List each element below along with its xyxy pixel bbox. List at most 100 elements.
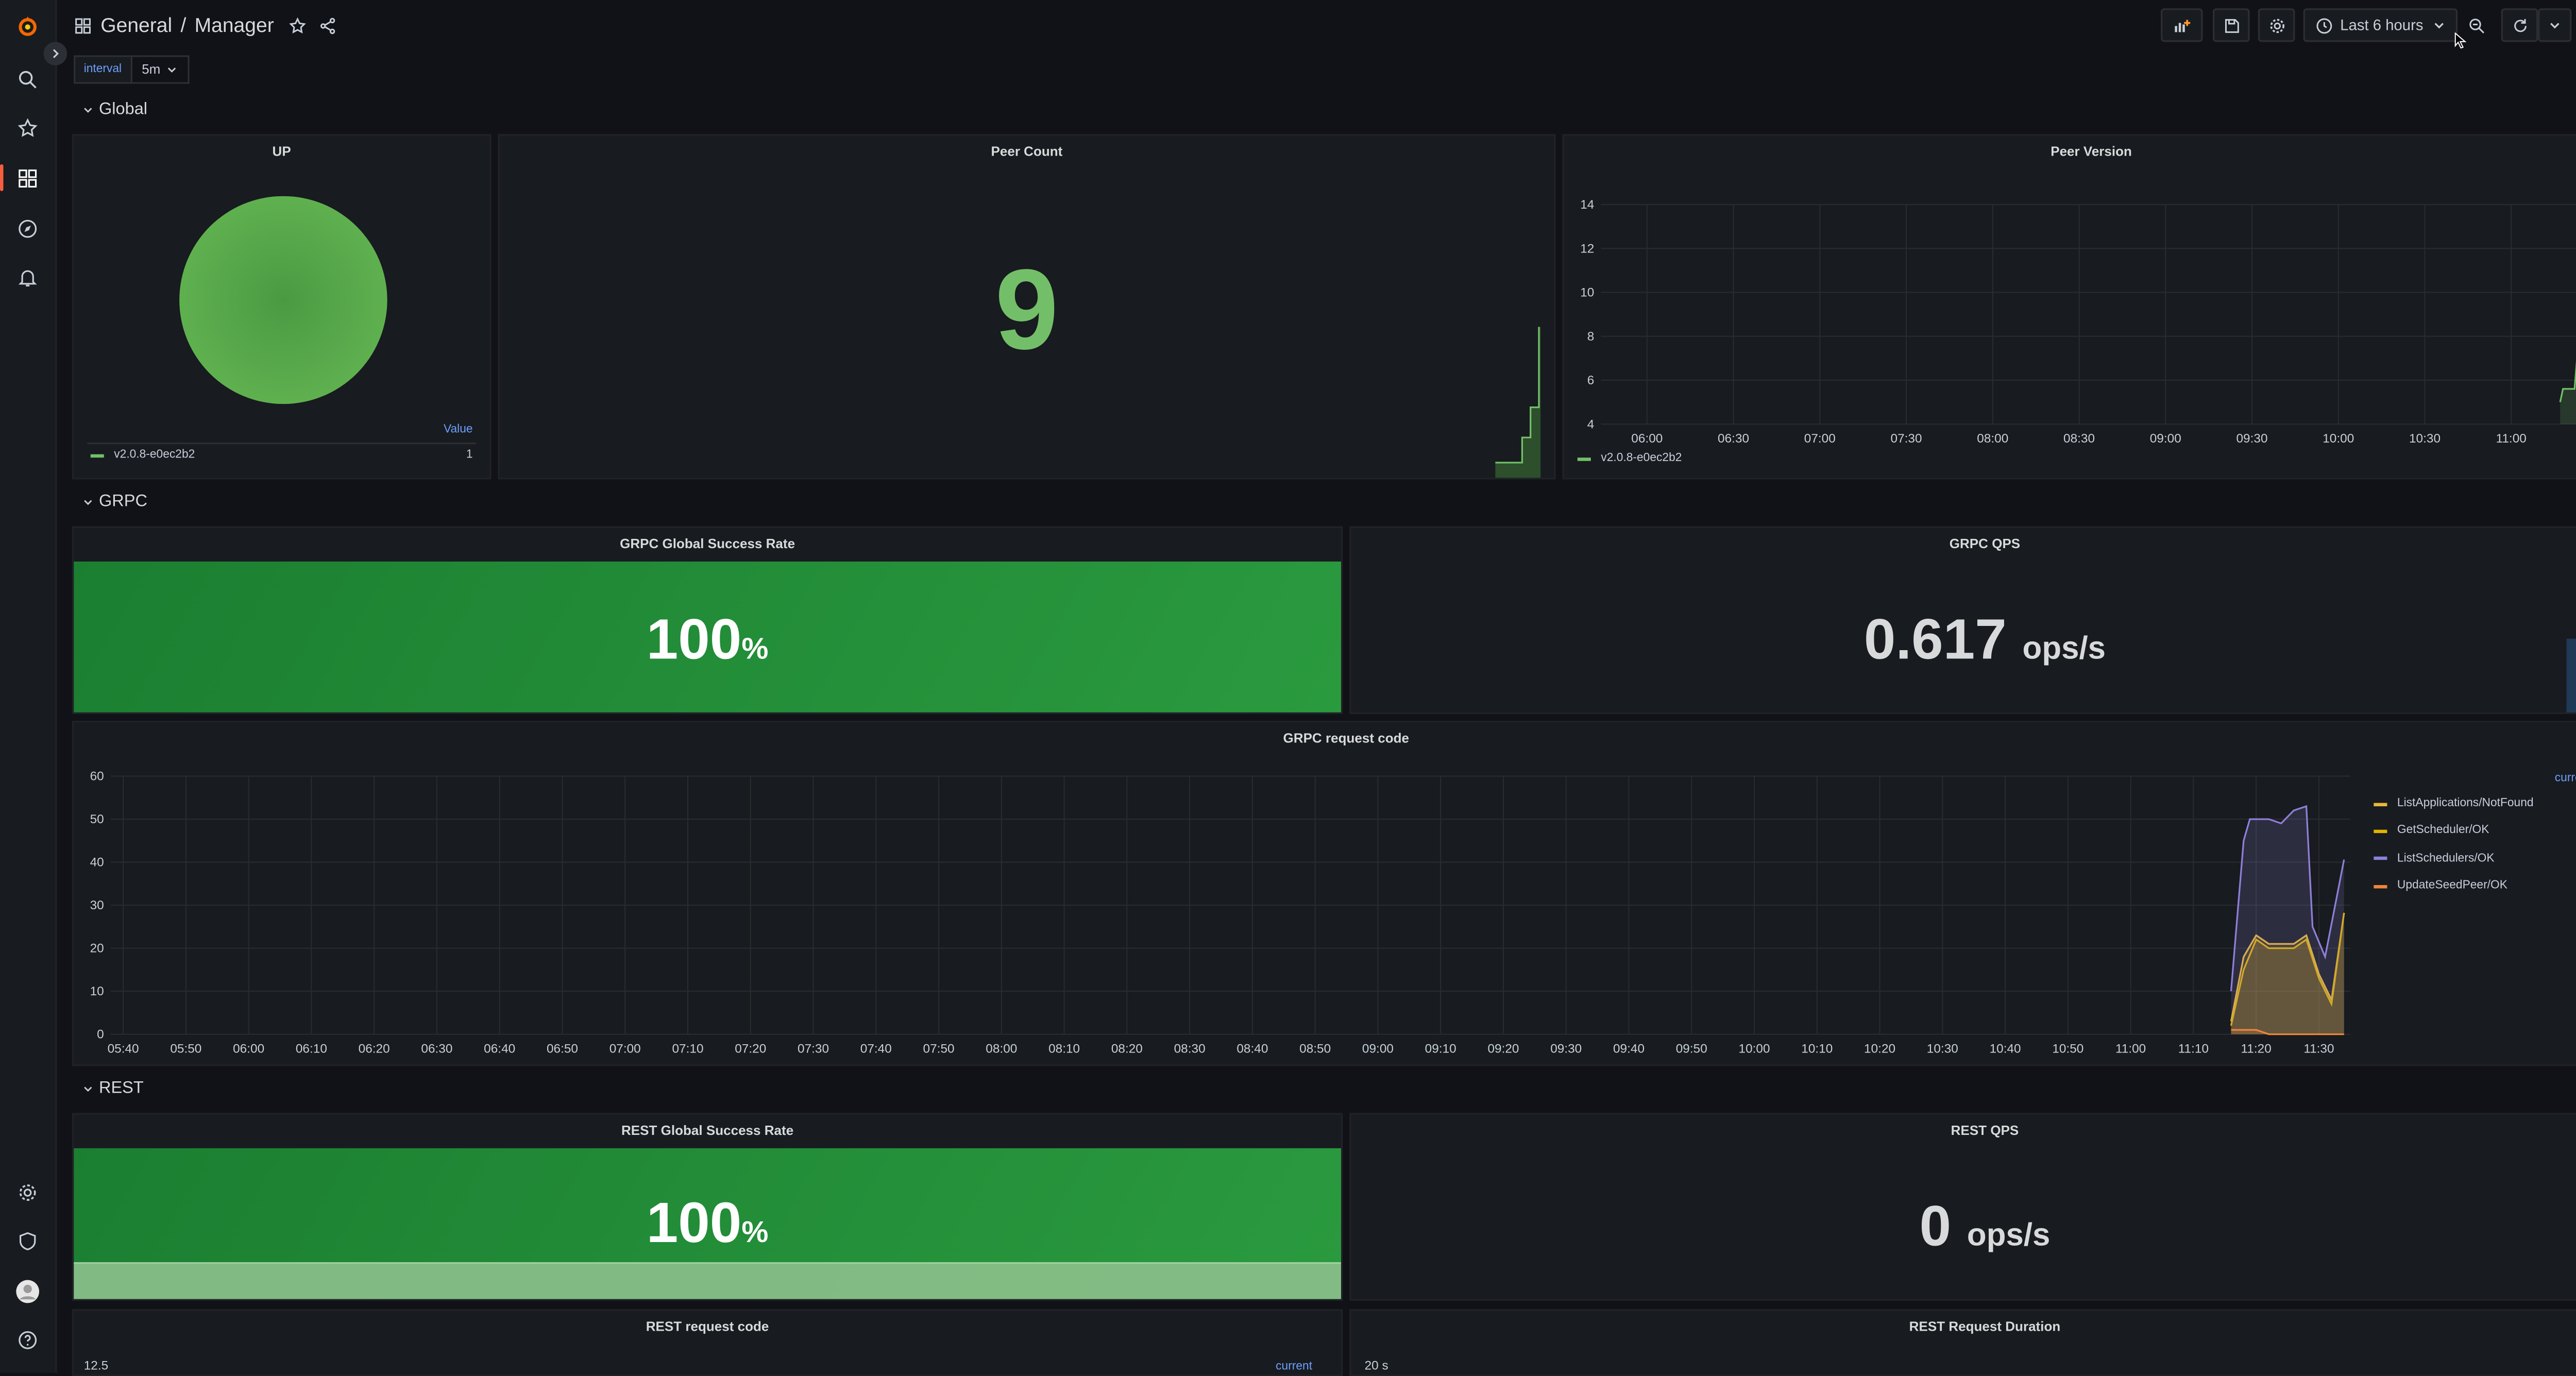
x-tick-label: 09:30 — [2236, 432, 2267, 446]
panel-grpc-qps[interactable]: GRPC QPS 0.617 ops/s — [1349, 526, 2576, 715]
row-rest[interactable]: REST — [82, 1079, 144, 1098]
legend-series-name: ListSchedulers/OK — [2397, 853, 2495, 865]
panel-peer-version[interactable]: Peer Version 4 6 8 10 12 14 06:00 06:30 07:00 07:… — [1562, 134, 2576, 480]
series-area — [2231, 913, 2344, 1034]
x-tick-label: 08:00 — [1977, 432, 2008, 446]
refresh-button[interactable] — [2501, 8, 2538, 42]
alerting-bell-icon[interactable] — [12, 262, 42, 292]
x-tick-label: 08:10 — [1048, 1042, 1080, 1056]
series-line[interactable] — [2230, 912, 2345, 1026]
expand-menu-button[interactable] — [43, 42, 67, 65]
row-global[interactable]: Global — [82, 100, 147, 119]
x-tick-label: 06:00 — [233, 1042, 264, 1056]
interval-variable-select[interactable]: 5m — [131, 55, 189, 84]
dashboard-settings-button[interactable] — [2258, 8, 2295, 42]
row-rest-title: REST — [98, 1079, 144, 1098]
share-icon[interactable] — [319, 16, 338, 35]
x-tick-label: 06:30 — [421, 1042, 452, 1056]
panel-rest-success-rate[interactable]: REST Global Success Rate 100% — [72, 1113, 1343, 1301]
up-legend-name: v2.0.8-e0ec2b2 — [114, 449, 195, 461]
breadcrumb-folder[interactable]: General — [100, 13, 173, 37]
panel-rest-request-code[interactable]: REST request code 12.5 current — [72, 1309, 1343, 1376]
panel-title: REST request code — [646, 1319, 769, 1335]
sparkline-area — [2566, 638, 2576, 712]
grpc-legend-item[interactable]: ListApplications/NotFound28.2 — [2374, 798, 2576, 810]
add-panel-icon — [2175, 19, 2191, 31]
x-tick-label: 08:30 — [1174, 1042, 1206, 1056]
explore-icon[interactable] — [12, 213, 42, 243]
rest-code-legend-header[interactable]: current — [1276, 1361, 1313, 1373]
x-tick-label: 05:50 — [170, 1042, 201, 1056]
panel-rest-request-duration[interactable]: REST Request Duration 20 s — [1349, 1309, 2576, 1376]
pie-slice[interactable] — [179, 196, 387, 404]
panel-grpc-request-code[interactable]: GRPC request code 0 10 20 30 40 50 60 05:40 05:5… — [72, 721, 2576, 1066]
chevron-down-icon — [84, 108, 92, 113]
dashboards-icon[interactable] — [12, 163, 42, 193]
x-tick-label: 10:10 — [1801, 1042, 1833, 1056]
sparkline-line — [1495, 327, 1540, 464]
x-tick-label: 09:40 — [1613, 1042, 1645, 1056]
panel-title: Peer Version — [2050, 144, 2132, 160]
x-tick-label: 11:00 — [2115, 1042, 2146, 1056]
y-tick-label: 10 — [1580, 286, 1594, 300]
time-range-picker[interactable]: Last 6 hours — [2303, 8, 2458, 42]
save-dashboard-button[interactable] — [2213, 8, 2250, 42]
y-tick-label: 60 — [90, 770, 104, 784]
series-line[interactable] — [2559, 205, 2576, 402]
x-tick-label: 10:20 — [1864, 1042, 1895, 1056]
grpc-legend-item[interactable]: GetScheduler/OK28.2 — [2374, 825, 2576, 837]
peer-version-legend-item[interactable]: v2.0.8-e0ec2b2 — [1577, 452, 1682, 465]
dashboard-title[interactable]: Manager — [194, 13, 274, 37]
peer-version-legend-name: v2.0.8-e0ec2b2 — [1601, 452, 1682, 465]
grpc-success-unit: % — [741, 632, 769, 666]
user-avatar[interactable] — [12, 1276, 42, 1306]
add-panel-button[interactable] — [2161, 8, 2203, 42]
panel-rest-qps[interactable]: REST QPS 0 ops/s — [1349, 1113, 2576, 1301]
side-nav — [0, 0, 57, 1373]
x-tick-label: 09:20 — [1487, 1042, 1519, 1056]
starred-icon[interactable] — [12, 112, 42, 143]
x-tick-label: 08:20 — [1111, 1042, 1143, 1056]
x-tick-label: 10:50 — [2052, 1042, 2083, 1056]
grpc-legend-item[interactable]: UpdateSeedPeer/OK0 — [2374, 880, 2576, 892]
y-tick-label: 10 — [90, 984, 104, 998]
x-tick-label: 07:30 — [798, 1042, 829, 1056]
peer-count-value: 9 — [995, 246, 1059, 374]
legend-swatch — [2374, 802, 2387, 806]
configuration-gear-icon[interactable] — [12, 1177, 42, 1207]
series-line[interactable] — [2230, 912, 2345, 1022]
grpc-legend-item[interactable]: ListSchedulers/OK40.6 — [2374, 853, 2576, 865]
star-icon[interactable] — [289, 16, 308, 35]
refresh-interval-dropdown[interactable] — [2538, 8, 2572, 42]
help-icon[interactable] — [12, 1324, 42, 1355]
server-admin-shield-icon[interactable] — [12, 1226, 42, 1256]
up-legend-value: 1 — [466, 449, 473, 461]
y-tick-label: 8 — [1587, 330, 1595, 344]
panel-up[interactable]: UP Value v2.0.8-e0ec2b2 1 — [72, 134, 492, 480]
y-tick-label: 40 — [90, 856, 104, 870]
zoom-out-button[interactable] — [2459, 8, 2493, 42]
panel-grpc-success-rate[interactable]: GRPC Global Success Rate 100% — [72, 526, 1343, 715]
grpc-legend-header[interactable]: current — [2554, 773, 2576, 785]
row-grpc-title: GRPC — [98, 492, 148, 512]
series-area — [2231, 913, 2344, 1034]
y-tick-label: 4 — [1587, 417, 1595, 431]
x-tick-label: 10:00 — [1739, 1042, 1770, 1056]
grpc-qps-value: 0.617 — [1863, 608, 2007, 672]
x-tick-label: 09:50 — [1676, 1042, 1707, 1056]
legend-series-name: UpdateSeedPeer/OK — [2397, 880, 2507, 892]
up-pie-chart — [179, 196, 387, 404]
series-line[interactable] — [2230, 805, 2345, 992]
series-area — [2560, 371, 2576, 424]
panel-title: REST Request Duration — [1909, 1319, 2061, 1335]
grafana-logo-icon[interactable] — [12, 10, 42, 41]
x-tick-label: 08:30 — [2063, 432, 2095, 446]
row-grpc[interactable]: GRPC — [82, 492, 148, 512]
up-legend-header[interactable]: Value — [443, 424, 473, 436]
x-tick-label: 07:00 — [1804, 432, 1836, 446]
search-icon[interactable] — [12, 64, 42, 94]
series-line[interactable] — [2231, 1029, 2344, 1035]
panel-peer-count[interactable]: Peer Count 9 — [498, 134, 1556, 480]
up-legend-item[interactable]: v2.0.8-e0ec2b2 1 — [90, 449, 473, 461]
